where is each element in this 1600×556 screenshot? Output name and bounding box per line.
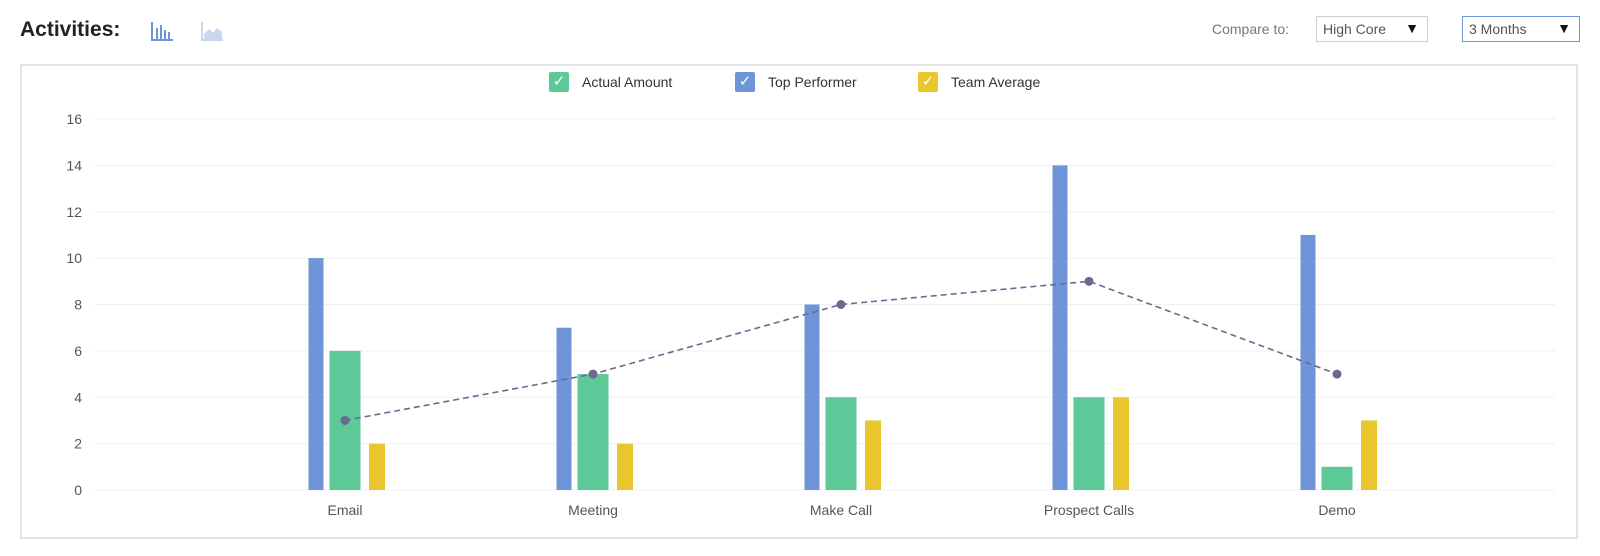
page-title: Activities: — [20, 18, 121, 41]
dropdown-arrow-icon: ▼ — [1405, 20, 1419, 36]
compare-to-label: Compare to: — [1212, 21, 1290, 37]
bar-chart-icon — [151, 22, 173, 41]
compare-to-dropdown[interactable]: High Core ▼ — [1316, 16, 1428, 42]
checkbox-checked-icon: ✓ — [549, 72, 569, 92]
area-chart-view-button[interactable] — [199, 20, 225, 44]
bar-chart-view-button[interactable] — [149, 20, 175, 44]
area-chart-icon — [201, 22, 223, 41]
compare-to-value: High Core — [1323, 21, 1387, 37]
legend-label: Team Average — [951, 74, 1041, 90]
chart-container — [20, 64, 1578, 539]
legend-label: Top Performer — [768, 74, 857, 90]
period-value: 3 Months — [1469, 21, 1527, 37]
legend-label: Actual Amount — [582, 74, 673, 90]
period-dropdown[interactable]: 3 Months ▼ — [1462, 16, 1580, 42]
checkbox-checked-icon: ✓ — [918, 72, 938, 92]
dropdown-arrow-icon: ▼ — [1557, 20, 1571, 36]
checkbox-checked-icon: ✓ — [735, 72, 755, 92]
